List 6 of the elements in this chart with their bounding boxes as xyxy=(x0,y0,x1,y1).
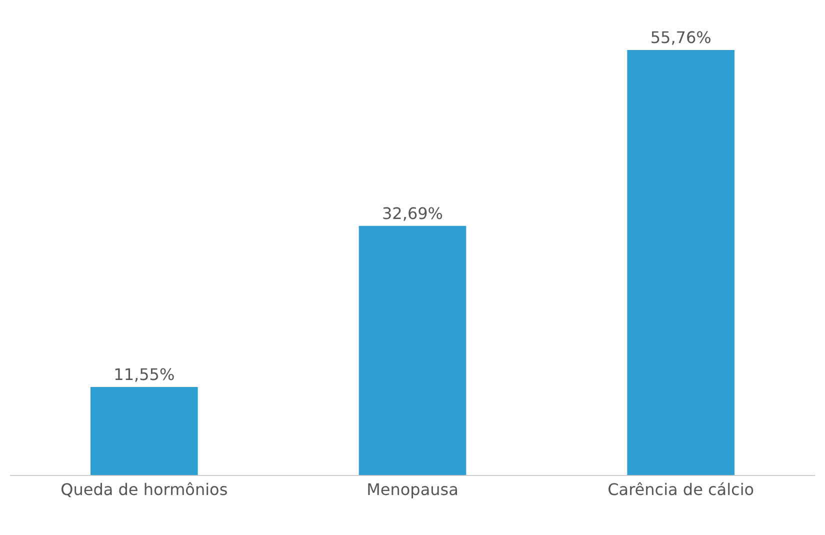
x-tick-label: Queda de hormônios xyxy=(60,480,228,500)
data-label: 11,55% xyxy=(114,364,175,384)
data-label: 32,69% xyxy=(382,204,444,223)
x-tick-label: Menopausa xyxy=(366,480,458,500)
data-label: 55,76% xyxy=(650,28,712,47)
x-tick-label: Carência de cálcio xyxy=(608,480,754,500)
